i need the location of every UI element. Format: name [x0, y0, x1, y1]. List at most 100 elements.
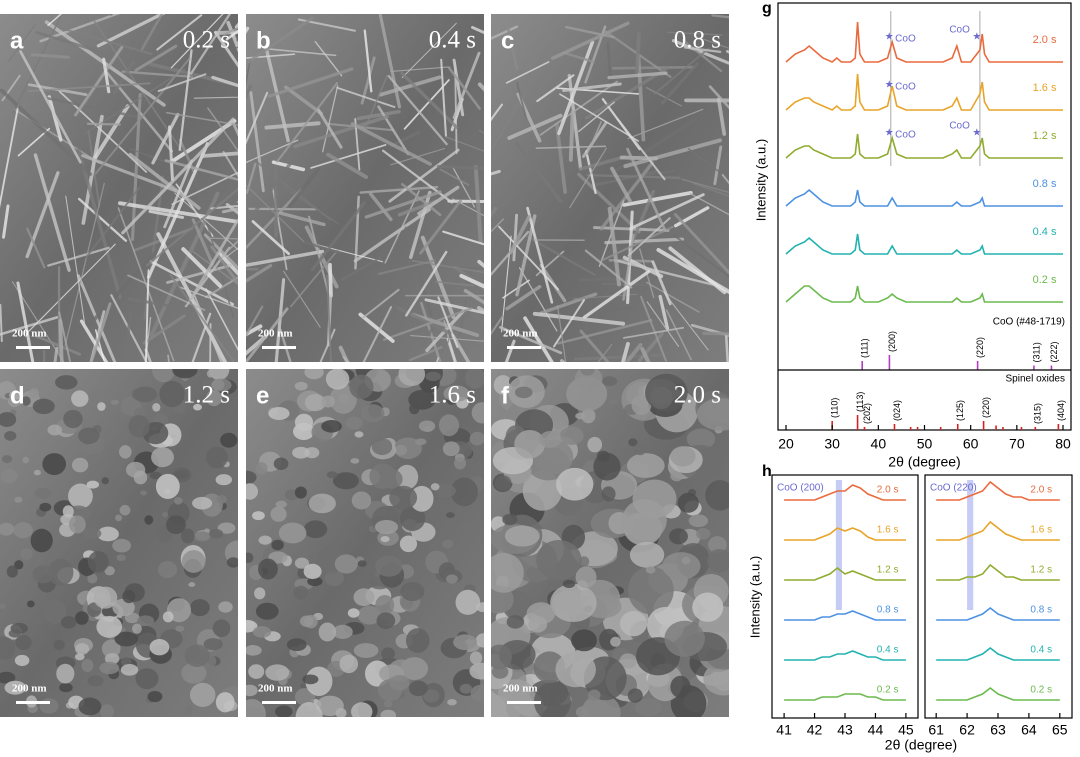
fiber [498, 225, 559, 291]
fiber [601, 282, 646, 286]
fiber [381, 149, 453, 204]
fiber [191, 218, 214, 266]
xrd-line [784, 650, 906, 661]
grain [133, 407, 146, 418]
fiber [518, 267, 558, 332]
fiber [646, 301, 680, 347]
reference-name: Spinel oxides [1006, 374, 1065, 385]
fiber [656, 247, 729, 295]
fiber [148, 62, 238, 88]
grain [325, 369, 350, 390]
series-label: 0.2 s [1030, 685, 1052, 696]
fiber [713, 145, 723, 186]
grain [0, 603, 6, 610]
grain [101, 639, 121, 658]
fiber [157, 73, 207, 93]
fiber [47, 14, 63, 27]
fiber [127, 297, 190, 311]
xrd-line [936, 606, 1060, 621]
grain [304, 393, 326, 412]
fiber [128, 152, 201, 210]
x-tick-label: 50 [917, 436, 933, 452]
grain [696, 527, 711, 540]
grain [122, 589, 136, 604]
series-label: 1.2 s [877, 565, 899, 576]
fiber [597, 343, 613, 362]
fiber [11, 281, 65, 362]
grain [670, 675, 691, 698]
fiber [378, 75, 442, 97]
fiber [46, 23, 153, 55]
grain [580, 369, 595, 376]
fiber [246, 305, 264, 338]
fiber [276, 82, 339, 163]
grain [579, 556, 590, 567]
fiber [181, 247, 223, 288]
series-label: 0.4 s [1033, 226, 1057, 238]
fiber [539, 80, 618, 136]
fiber [363, 74, 389, 132]
fiber [95, 57, 191, 175]
grain [463, 520, 479, 533]
grain [303, 520, 328, 539]
grain [20, 548, 33, 560]
panel-time: 2.0 s [674, 382, 721, 409]
fiber [310, 201, 366, 272]
grain [71, 457, 89, 473]
fiber [361, 288, 400, 320]
grain [445, 574, 458, 584]
fiber [582, 270, 651, 319]
fiber [491, 315, 504, 336]
annotation: CoO [949, 121, 970, 132]
fiber [0, 303, 3, 343]
grain [161, 512, 169, 518]
fiber [439, 168, 470, 186]
grain [39, 502, 52, 512]
fiber [403, 79, 450, 130]
fiber [396, 306, 484, 352]
grain [104, 566, 115, 576]
grain [409, 403, 420, 415]
fiber [174, 192, 238, 251]
sem-panel: a 0.2 s 200 nm [0, 14, 238, 362]
fiber [535, 145, 607, 149]
fiber [89, 310, 106, 362]
fiber [25, 243, 116, 335]
annotation: CoO [895, 34, 916, 45]
fiber [627, 108, 704, 140]
fiber [509, 215, 531, 255]
fiber [667, 31, 723, 36]
grain [601, 376, 618, 387]
sem-panel: f 2.0 s 200 nm [491, 369, 729, 717]
grain [450, 477, 478, 507]
grain [0, 468, 18, 484]
fiber [674, 206, 710, 228]
fiber [578, 155, 627, 171]
peak-label: (200) [887, 331, 897, 352]
fiber [225, 29, 238, 41]
grain [410, 485, 434, 512]
fiber [246, 249, 325, 268]
grain [128, 415, 150, 438]
fiber [577, 172, 641, 234]
fiber [578, 101, 615, 133]
fiber [253, 159, 332, 221]
grain [87, 551, 109, 573]
fiber [579, 329, 610, 362]
fiber [217, 251, 238, 277]
grain [536, 540, 582, 581]
fiber [607, 206, 621, 287]
fiber [149, 260, 234, 306]
fiber [203, 233, 238, 271]
grain [514, 386, 533, 399]
fiber [326, 274, 332, 362]
fiber [208, 46, 238, 56]
xrd-line [785, 73, 1063, 111]
grain [47, 424, 63, 436]
grain [645, 566, 656, 574]
grain [273, 457, 289, 471]
fiber [356, 109, 401, 121]
grain [174, 497, 183, 505]
grain [286, 638, 307, 652]
fiber [601, 225, 674, 262]
